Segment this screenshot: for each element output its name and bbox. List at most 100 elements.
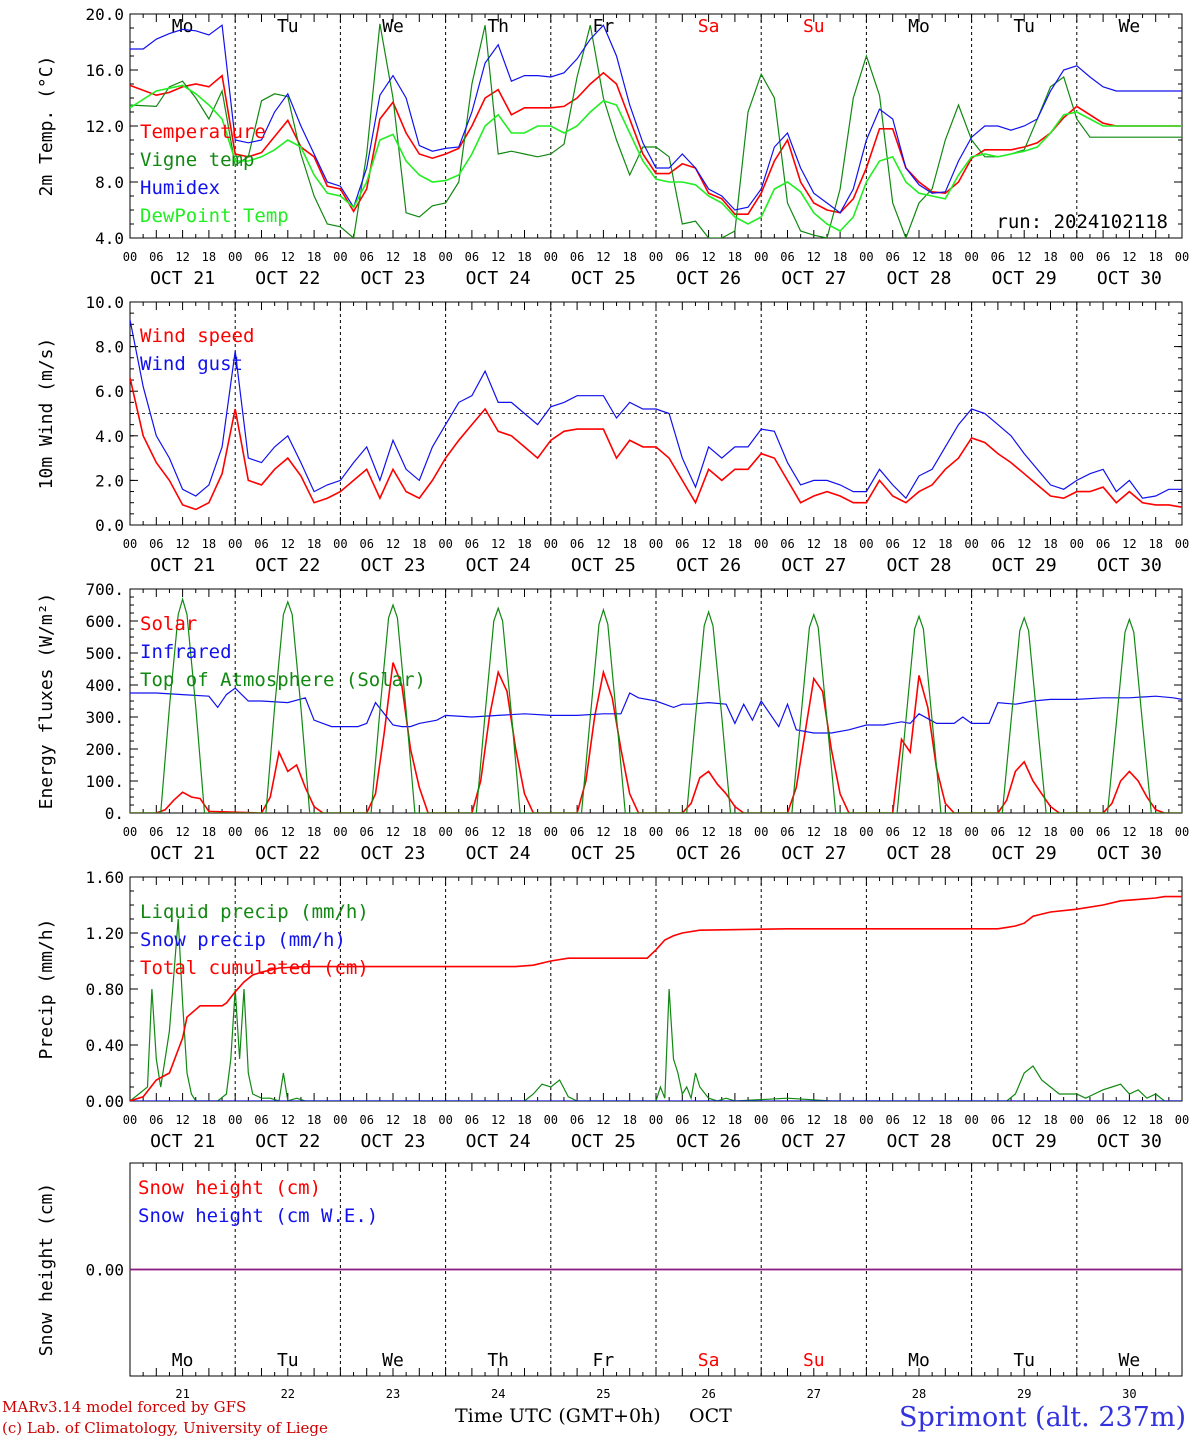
panel-1-weekday-label: Mo [908, 16, 930, 37]
panel-4-date-label: OCT 23 [360, 1131, 425, 1152]
panel-3-hour-label: 12 [1017, 825, 1031, 839]
time-axis-label: Time UTC (GMT+0h) [455, 1405, 661, 1427]
panel-2-hour-label: 00 [859, 537, 873, 551]
panel-2-hour-label: 00 [1070, 537, 1084, 551]
panel-5-day-number: 27 [807, 1387, 821, 1401]
panel-4-legend-entry: Snow precip (mm/h) [140, 929, 346, 951]
panel-1-hour-label: 06 [991, 250, 1005, 264]
panel-2-hour-label: 06 [675, 537, 689, 551]
panel-1-hour-label: 06 [780, 250, 794, 264]
panel-1-ytick-label: 12.0 [85, 117, 124, 136]
panel-2-hour-label: 06 [149, 537, 163, 551]
panel-4-date-label: OCT 24 [466, 1131, 531, 1152]
panel-3-hour-label: 12 [491, 825, 505, 839]
panel-1-legend-entry: Humidex [140, 177, 220, 199]
panel-1-date-label: OCT 29 [992, 268, 1057, 289]
credit-line-2: (c) Lab. of Climatology, University of L… [2, 1419, 328, 1437]
panel-1-ytick-label: 20.0 [85, 5, 124, 24]
panel-1-hour-label: 12 [386, 250, 400, 264]
panel-1-weekday-label: Sa [698, 16, 720, 37]
panel-5-weekday-label: Mo [172, 1350, 194, 1371]
panel-4-hour-label: 12 [912, 1113, 926, 1127]
panel-4-hour-label: 18 [202, 1113, 216, 1127]
panel-2-hour-label: 12 [596, 537, 610, 551]
panel-3-hour-label: 00 [754, 825, 768, 839]
panel-2-ytick-label: 2.0 [95, 471, 124, 490]
panel-1-hour-label: 00 [1175, 250, 1189, 264]
panel-4-hour-label: 18 [1148, 1113, 1162, 1127]
panel-4-hour-label: 12 [807, 1113, 821, 1127]
panel-3-ytick-label: 600. [85, 612, 124, 631]
panel-4-hour-label: 06 [991, 1113, 1005, 1127]
panel-4-hour-label: 00 [859, 1113, 873, 1127]
panel-1-hour-label: 18 [1043, 250, 1057, 264]
panel-3-hour-label: 18 [202, 825, 216, 839]
panel-4-legend-entry: Liquid precip (mm/h) [140, 901, 369, 923]
panel-3-hour-label: 18 [728, 825, 742, 839]
panel-4-ytick-label: 0.40 [85, 1036, 124, 1055]
panel-1-date-label: OCT 27 [781, 268, 846, 289]
panel-1-date-label: OCT 23 [360, 268, 425, 289]
panel-4-ytick-label: 1.60 [85, 868, 124, 887]
panel-1-date-label: OCT 30 [1097, 268, 1162, 289]
panel-2-hour-label: 00 [123, 537, 137, 551]
panel-2-hour-label: 18 [728, 537, 742, 551]
panel-4-hour-label: 12 [175, 1113, 189, 1127]
panel-1-series-1 [130, 71, 1182, 215]
panel-3-hour-label: 12 [386, 825, 400, 839]
panel-1-hour-label: 12 [491, 250, 505, 264]
panel-4-series-3 [130, 895, 1182, 1101]
panel-3-hour-label: 12 [596, 825, 610, 839]
panel-4-hour-label: 18 [1043, 1113, 1057, 1127]
run-label: run: 2024102118 [996, 211, 1168, 233]
panel-1-date-label: OCT 26 [676, 268, 741, 289]
panel-3-hour-label: 18 [938, 825, 952, 839]
panel-3-ytick-label: 500. [85, 644, 124, 663]
panel-3-legend-entry: Top of Atmosphere (Solar) [140, 669, 426, 691]
panel-4-hour-label: 00 [438, 1113, 452, 1127]
month-label: OCT [689, 1405, 732, 1427]
panel-3-hour-label: 00 [438, 825, 452, 839]
panel-2-hour-label: 06 [1096, 537, 1110, 551]
panel-2-date-label: OCT 25 [571, 555, 636, 576]
panel-4-hour-label: 06 [1096, 1113, 1110, 1127]
panel-4-hour-label: 00 [228, 1113, 242, 1127]
panel-4-hour-label: 12 [596, 1113, 610, 1127]
panel-1-hour-label: 00 [333, 250, 347, 264]
panel-1-ytick-label: 16.0 [85, 61, 124, 80]
panel-3-hour-label: 00 [544, 825, 558, 839]
panel-3-hour-label: 06 [1096, 825, 1110, 839]
panel-4-hour-label: 06 [254, 1113, 268, 1127]
panel-4-hour-label: 06 [359, 1113, 373, 1127]
panel-3-ytick-label: 700. [85, 580, 124, 599]
panel-4-hour-label: 06 [780, 1113, 794, 1127]
panel-2-hour-label: 06 [780, 537, 794, 551]
panel-1-weekday-label: Tu [277, 16, 299, 37]
panel-3-hour-label: 18 [1043, 825, 1057, 839]
panel-3-hour-label: 06 [991, 825, 1005, 839]
panel-1-hour-label: 06 [254, 250, 268, 264]
panel-4-date-label: OCT 26 [676, 1131, 741, 1152]
panel-4-hour-label: 18 [307, 1113, 321, 1127]
panel-3-series-2 [130, 687, 1182, 734]
panel-5-weekday-label: Tu [277, 1350, 299, 1371]
panel-5-day-number: 28 [912, 1387, 926, 1401]
panel-3-date-label: OCT 21 [150, 843, 215, 864]
panel-5-day-number: 22 [281, 1387, 295, 1401]
panel-4-hour-label: 12 [1017, 1113, 1031, 1127]
panel-2-legend-entry: Wind gust [140, 353, 243, 375]
panel-3-hour-label: 12 [701, 825, 715, 839]
panel-1-hour-label: 00 [859, 250, 873, 264]
panel-3-hour-label: 00 [964, 825, 978, 839]
panel-2-hour-label: 18 [1148, 537, 1162, 551]
panel-3-hour-label: 06 [359, 825, 373, 839]
panel-1-series-4 [130, 84, 1182, 232]
panel-3-legend-entry: Infrared [140, 641, 232, 663]
panel-1-hour-label: 12 [281, 250, 295, 264]
panel-2-date-label: OCT 30 [1097, 555, 1162, 576]
panel-2-ytick-label: 10.0 [85, 293, 124, 312]
panel-1-hour-label: 12 [807, 250, 821, 264]
panel-2-date-label: OCT 28 [886, 555, 951, 576]
panel-4-hour-label: 06 [465, 1113, 479, 1127]
panel-1-hour-label: 00 [754, 250, 768, 264]
